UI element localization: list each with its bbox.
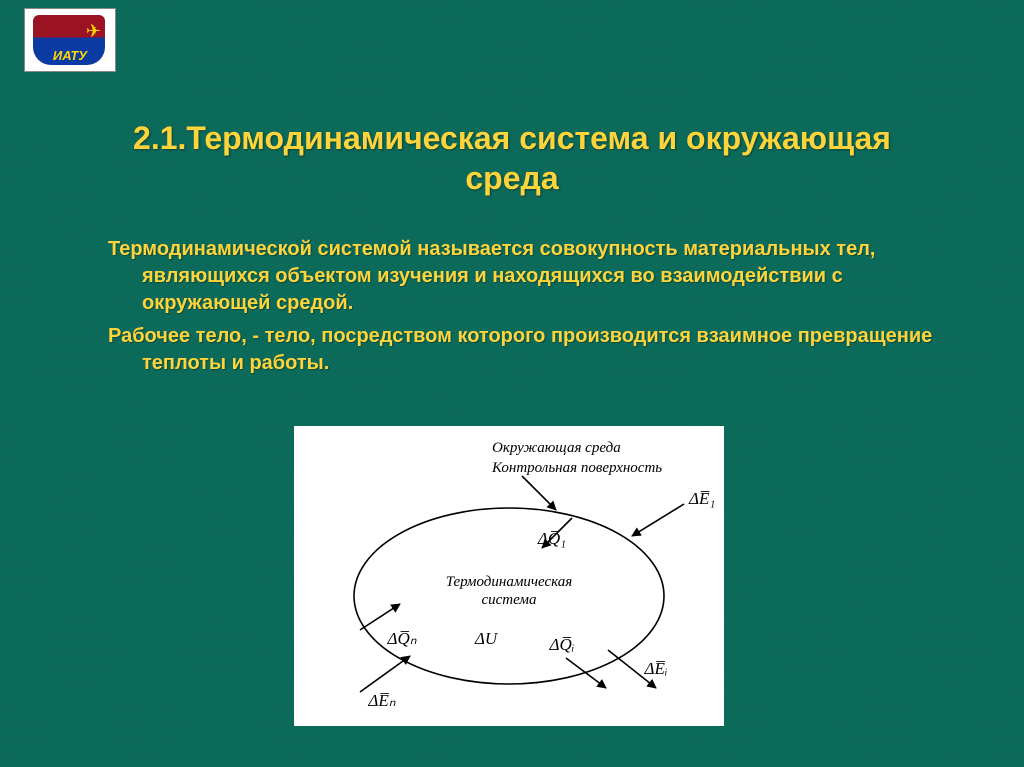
diagram-label-system2: система [481, 592, 536, 608]
logo-inner: ✈ ИАТУ [33, 15, 107, 65]
page-title: 2.1.Термодинамическая система и окружающ… [0, 118, 1024, 198]
university-logo: ✈ ИАТУ [24, 8, 116, 72]
arrow-dQn-in [360, 604, 400, 630]
thermo-diagram: Окружающая среда Контрольная поверхность Т… [294, 426, 724, 726]
arrow-dQi-out [566, 658, 606, 688]
logo-acronym: ИАТУ [33, 48, 107, 63]
diagram-label-system1: Термодинамическая [446, 574, 573, 590]
diagram-label-dEn: ΔE̅ₙ [367, 691, 395, 710]
diagram-label-dQ1: ΔQ̅₁ [537, 529, 566, 548]
body-text: Термодинамической системой называется со… [108, 236, 944, 383]
arrow-dE1-in [632, 504, 684, 536]
logo-plane-icon: ✈ [86, 21, 101, 42]
diagram-label-dQi: ΔQ̅ᵢ [549, 635, 575, 654]
diagram-svg: Окружающая среда Контрольная поверхность Т… [294, 426, 724, 726]
diagram-label-dE1: ΔE̅₁ [688, 489, 715, 508]
paragraph-1: Термодинамической системой называется со… [108, 236, 944, 317]
diagram-label-dU: ΔU [474, 629, 499, 648]
arrow-surface-pointer [522, 476, 556, 510]
diagram-label-env: Окружающая среда [492, 440, 621, 456]
paragraph-2: Рабочее тело, - тело, посредством которо… [108, 323, 944, 377]
diagram-label-dEi: ΔE̅ᵢ [643, 659, 667, 678]
arrow-dEn-in [360, 656, 410, 692]
diagram-label-surface: Контрольная поверхность [491, 460, 662, 476]
diagram-label-dQn: ΔQ̅ₙ [386, 629, 416, 648]
